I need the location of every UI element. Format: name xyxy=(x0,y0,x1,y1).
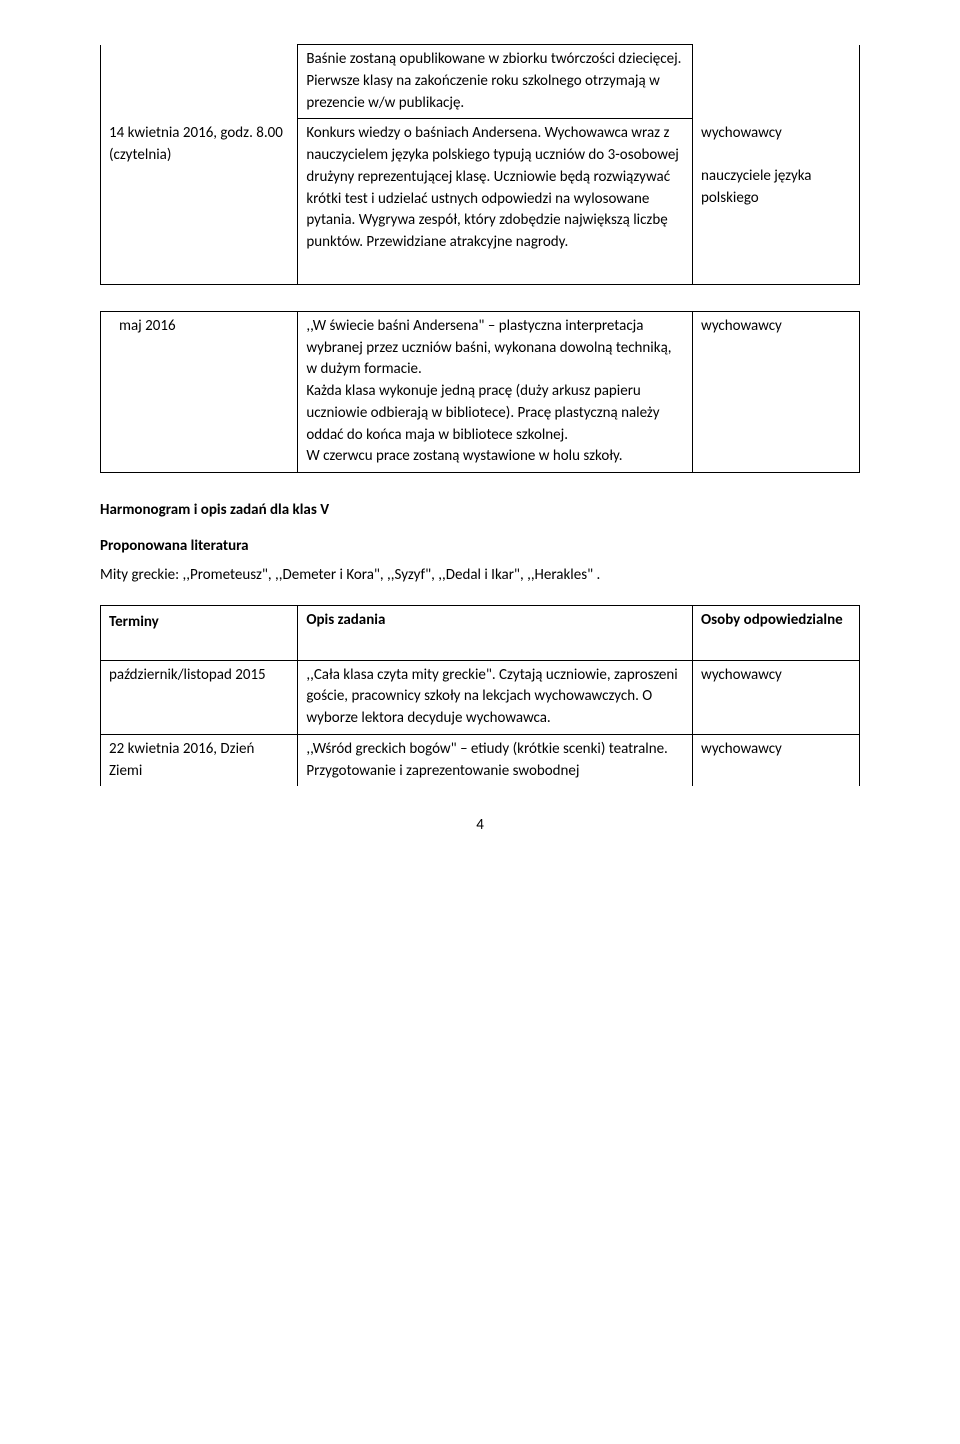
cell-resp: wychowawcy xyxy=(693,660,860,734)
col-header-opis: Opis zadania xyxy=(298,605,693,660)
cell-empty xyxy=(693,45,860,119)
cell-date: 22 kwietnia 2016, Dzień Ziemi xyxy=(101,734,298,786)
col-header-terminy: Terminy xyxy=(101,605,298,660)
cell-date: maj 2016 xyxy=(101,311,298,472)
section-heading-harmonogram: Harmonogram i opis zadań dla klas V xyxy=(100,501,860,519)
page-number: 4 xyxy=(100,816,860,834)
cell-resp: wychowawcy nauczyciele języka polskiego xyxy=(693,119,860,285)
spacer xyxy=(100,285,860,311)
cell-empty xyxy=(101,45,298,119)
literature-line: Mity greckie: ,,Prometeusz", ,,Demeter i… xyxy=(100,565,860,587)
cell-text: Konkurs wiedzy o baśniach Andersena. Wyc… xyxy=(298,119,693,285)
table-row: 22 kwietnia 2016, Dzień Ziemi ,,Wśród gr… xyxy=(101,734,860,786)
cell-text: ,,W świecie baśni Andersena" – plastyczn… xyxy=(298,311,693,472)
table-row: 14 kwietnia 2016, godz. 8.00 (czytelnia)… xyxy=(101,119,860,285)
table-header-row: Terminy Opis zadania Osoby odpowiedzialn… xyxy=(101,605,860,660)
cell-text: ,,Cała klasa czyta mity greckie". Czytaj… xyxy=(298,660,693,734)
cell-resp: wychowawcy xyxy=(693,734,860,786)
table-row: październik/listopad 2015 ,,Cała klasa c… xyxy=(101,660,860,734)
cell-date: październik/listopad 2015 xyxy=(101,660,298,734)
table-klas-v: Terminy Opis zadania Osoby odpowiedzialn… xyxy=(100,605,860,787)
page-container: Baśnie zostaną opublikowane w zbiorku tw… xyxy=(0,0,960,874)
table-row: maj 2016 ,,W świecie baśni Andersena" – … xyxy=(101,311,860,472)
cell-text: Baśnie zostaną opublikowane w zbiorku tw… xyxy=(298,45,693,119)
table-klas-continuation: Baśnie zostaną opublikowane w zbiorku tw… xyxy=(100,44,860,285)
table-maj: maj 2016 ,,W świecie baśni Andersena" – … xyxy=(100,311,860,473)
col-header-osoby: Osoby odpowiedzialne xyxy=(693,605,860,660)
cell-text: ,,Wśród greckich bogów" – etiudy (krótki… xyxy=(298,734,693,786)
cell-resp: wychowawcy xyxy=(693,311,860,472)
cell-date: 14 kwietnia 2016, godz. 8.00 (czytelnia) xyxy=(101,119,298,285)
table-row: Baśnie zostaną opublikowane w zbiorku tw… xyxy=(101,45,860,119)
section-heading-literatura: Proponowana literatura xyxy=(100,537,860,555)
